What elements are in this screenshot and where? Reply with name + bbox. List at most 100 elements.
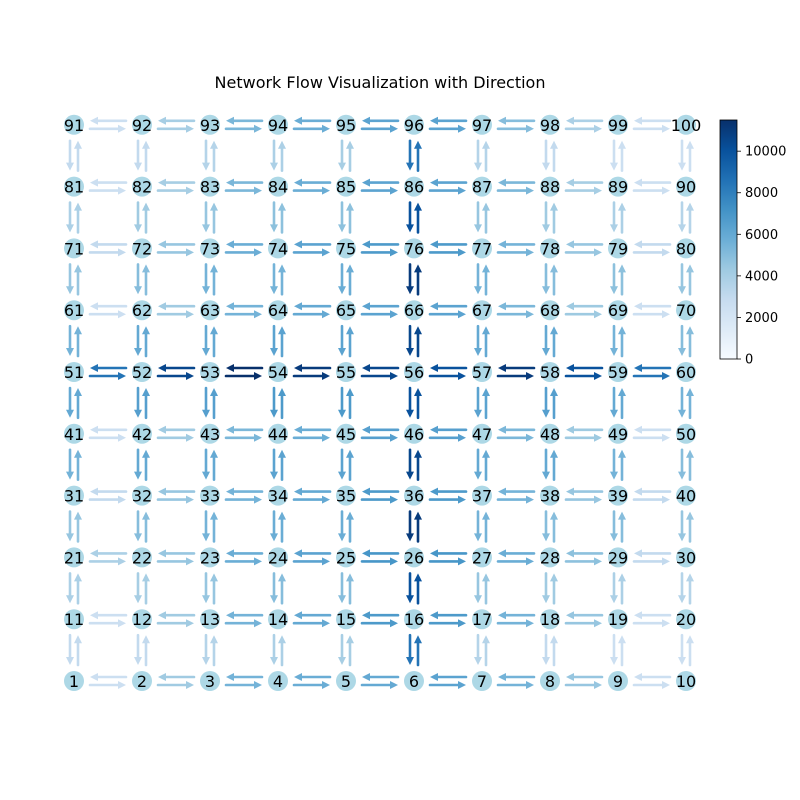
edge-arrow-33-32 bbox=[158, 487, 196, 496]
edge-arrow-71-81 bbox=[74, 202, 82, 234]
node-label: 21 bbox=[64, 548, 84, 567]
edge-arrow-48-58 bbox=[550, 388, 558, 420]
edge-arrow-1-11 bbox=[74, 635, 82, 667]
edge-arrow-90-100 bbox=[686, 140, 694, 172]
node-73: 73 bbox=[200, 238, 220, 259]
node-circle bbox=[540, 485, 560, 506]
node-label: 41 bbox=[64, 425, 84, 444]
node-54: 54 bbox=[268, 362, 288, 382]
edge-arrow-47-48 bbox=[496, 433, 534, 442]
edge-arrow-71-72 bbox=[88, 248, 126, 257]
edge-arrow-67-57 bbox=[474, 324, 482, 356]
node-67: 67 bbox=[472, 300, 492, 321]
edge-arrow-49-50 bbox=[632, 433, 670, 442]
node-circle bbox=[64, 609, 84, 630]
edge-arrow-54-55 bbox=[292, 372, 330, 380]
edge-arrow-42-41 bbox=[90, 425, 128, 434]
node-label: 72 bbox=[132, 239, 152, 258]
edge-arrow-85-75 bbox=[338, 201, 346, 233]
edge-arrow-48-47 bbox=[498, 425, 536, 434]
edge-arrow-98-88 bbox=[542, 139, 550, 171]
edge-arrow-44-54 bbox=[278, 388, 286, 420]
edge-arrow-75-65 bbox=[338, 263, 346, 295]
node-label: 31 bbox=[64, 487, 84, 506]
edge-arrow-9-19 bbox=[618, 635, 626, 667]
edge-arrow-38-28 bbox=[542, 510, 550, 542]
edge-arrow-78-88 bbox=[550, 202, 558, 234]
edge-arrow-34-44 bbox=[278, 449, 286, 481]
edge-arrow-25-15 bbox=[338, 572, 346, 604]
edge-arrow-72-82 bbox=[142, 202, 150, 234]
edge-arrow-12-13 bbox=[156, 619, 194, 628]
node-81: 81 bbox=[64, 176, 84, 197]
node-circle bbox=[608, 300, 628, 321]
node-circle bbox=[472, 114, 492, 135]
edge-arrow-76-66 bbox=[406, 263, 414, 295]
edge-arrow-61-62 bbox=[88, 310, 126, 319]
edge-arrow-8-7 bbox=[498, 673, 536, 681]
edge-arrow-37-36 bbox=[430, 487, 468, 496]
node-label: 95 bbox=[336, 116, 356, 135]
edge-arrow-79-89 bbox=[618, 202, 626, 234]
edge-arrow-34-33 bbox=[226, 487, 264, 496]
edge-arrow-58-57 bbox=[498, 364, 536, 372]
edge-arrow-42-52 bbox=[142, 388, 150, 420]
edge-arrow-67-66 bbox=[430, 302, 468, 311]
edge-arrow-77-76 bbox=[430, 240, 468, 249]
edge-arrow-56-46 bbox=[406, 386, 414, 418]
node-68: 68 bbox=[540, 300, 560, 321]
node-13: 13 bbox=[200, 609, 220, 630]
node-circle bbox=[132, 362, 152, 382]
node-label: 75 bbox=[336, 239, 356, 258]
edge-arrow-33-43 bbox=[210, 449, 218, 481]
edge-arrow-45-44 bbox=[294, 425, 332, 434]
node-6: 6 bbox=[404, 671, 424, 691]
node-circle bbox=[404, 609, 424, 630]
node-92: 92 bbox=[132, 114, 152, 135]
edge-arrow-88-89 bbox=[564, 186, 602, 195]
edge-arrow-14-15 bbox=[292, 619, 330, 628]
node-circle bbox=[64, 671, 84, 691]
node-circle bbox=[268, 609, 288, 630]
node-circle bbox=[64, 362, 84, 382]
edge-arrow-46-56 bbox=[414, 388, 422, 420]
edge-arrow-53-63 bbox=[210, 326, 218, 358]
edge-arrow-30-40 bbox=[686, 511, 694, 543]
edge-arrow-17-16 bbox=[430, 611, 468, 620]
edge-arrow-31-21 bbox=[66, 510, 74, 542]
node-label: 52 bbox=[132, 363, 152, 382]
edge-arrow-11-1 bbox=[66, 633, 74, 665]
edge-arrow-68-58 bbox=[542, 324, 550, 356]
edge-arrow-13-12 bbox=[158, 611, 196, 620]
edge-arrow-91-81 bbox=[66, 139, 74, 171]
edge-arrow-98-99 bbox=[564, 124, 602, 133]
edge-arrow-66-56 bbox=[406, 324, 414, 356]
edge-arrow-70-60 bbox=[678, 324, 686, 356]
edge-arrow-19-9 bbox=[610, 633, 618, 665]
node-label: 97 bbox=[472, 116, 492, 135]
edge-arrow-76-86 bbox=[414, 202, 422, 234]
node-100: 100 bbox=[671, 114, 701, 135]
edge-arrow-43-33 bbox=[202, 448, 210, 480]
edge-arrow-27-37 bbox=[482, 511, 490, 543]
node-1: 1 bbox=[64, 671, 84, 691]
node-circle bbox=[676, 547, 696, 568]
node-label: 35 bbox=[336, 487, 356, 506]
edge-arrow-87-86 bbox=[430, 178, 468, 187]
node-circle bbox=[608, 485, 628, 506]
node-label: 3 bbox=[205, 672, 215, 691]
edge-arrow-36-37 bbox=[428, 495, 466, 504]
edge-arrow-7-6 bbox=[430, 673, 468, 681]
node-circle bbox=[472, 671, 492, 691]
node-circle bbox=[676, 609, 696, 630]
node-label: 62 bbox=[132, 301, 152, 320]
node-circle bbox=[200, 547, 220, 568]
node-label: 9 bbox=[613, 672, 623, 691]
node-98: 98 bbox=[540, 114, 560, 135]
node-label: 77 bbox=[472, 239, 492, 258]
edge-arrow-38-37 bbox=[498, 487, 536, 496]
node-42: 42 bbox=[132, 423, 152, 444]
node-circle bbox=[608, 114, 628, 135]
edge-arrow-20-10 bbox=[678, 633, 686, 665]
